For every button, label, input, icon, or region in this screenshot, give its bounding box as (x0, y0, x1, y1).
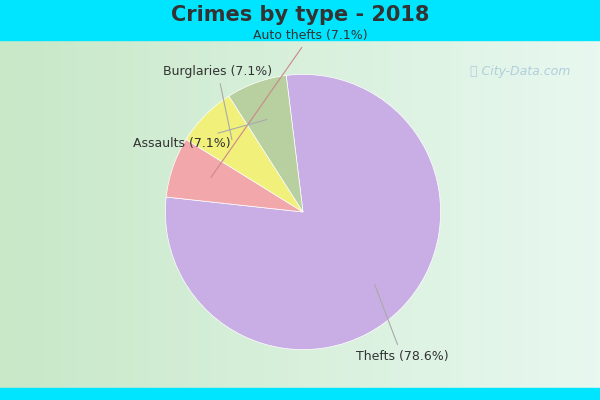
Bar (0, 388, 600, 400)
Wedge shape (186, 96, 303, 212)
Wedge shape (166, 140, 303, 212)
Text: Assaults (7.1%): Assaults (7.1%) (133, 120, 267, 150)
Bar (0, 0, 600, 40)
Text: ⓘ City-Data.com: ⓘ City-Data.com (470, 65, 570, 78)
Text: Thefts (78.6%): Thefts (78.6%) (356, 284, 448, 363)
Text: Crimes by type - 2018: Crimes by type - 2018 (171, 5, 429, 25)
Wedge shape (166, 74, 440, 350)
Text: Burglaries (7.1%): Burglaries (7.1%) (163, 65, 272, 140)
Wedge shape (229, 76, 303, 212)
Text: Auto thefts (7.1%): Auto thefts (7.1%) (211, 29, 367, 178)
